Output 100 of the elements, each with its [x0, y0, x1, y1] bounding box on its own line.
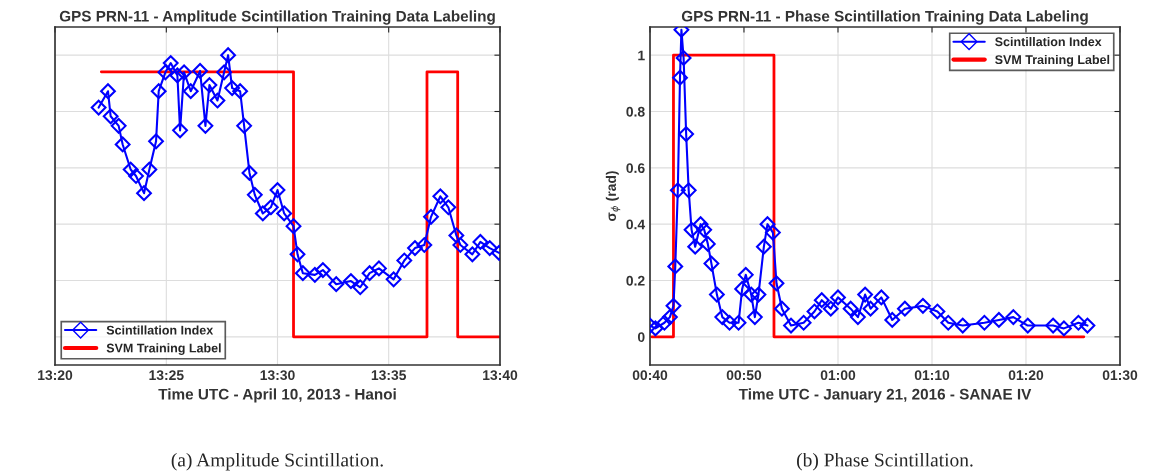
y-tick-label: 0.4	[626, 219, 646, 230]
point	[192, 63, 208, 79]
point	[806, 303, 823, 320]
point	[128, 168, 144, 184]
point	[884, 312, 901, 328]
point	[669, 182, 686, 199]
point	[1019, 317, 1036, 334]
point	[750, 286, 767, 303]
text: (b) Phase Scintillation.	[797, 452, 973, 471]
point	[1070, 314, 1087, 331]
point	[110, 117, 127, 134]
x-tick-label: 13:35	[371, 370, 407, 381]
point	[783, 317, 799, 334]
point	[90, 99, 107, 116]
x-tick-label: 13:20	[38, 370, 73, 381]
point	[343, 273, 359, 289]
point	[813, 292, 830, 309]
point	[842, 300, 859, 317]
point	[721, 314, 738, 331]
point	[276, 205, 293, 222]
point	[172, 122, 188, 139]
chart-title: GPS PRN-11 - Phase Scintillation Training Data Labeling	[681, 10, 1088, 25]
point	[873, 289, 890, 306]
legend-label: Scintillation Index	[995, 37, 1102, 47]
y-tick-label: 0.8	[626, 106, 645, 117]
point	[830, 289, 846, 306]
point	[683, 221, 700, 238]
point	[254, 205, 271, 222]
point	[768, 275, 785, 292]
point	[289, 246, 306, 263]
point	[954, 317, 971, 334]
point	[708, 286, 725, 303]
point	[672, 69, 688, 86]
point	[432, 188, 449, 205]
point	[667, 258, 684, 275]
text: (a) Amplitude Scintillation.	[171, 452, 383, 471]
point	[678, 126, 695, 142]
y-axis-title: σ$_{ϕ}$ (rad)	[605, 171, 621, 222]
point	[692, 216, 709, 233]
point	[407, 240, 423, 257]
point	[371, 260, 387, 277]
point	[675, 50, 692, 66]
point	[262, 199, 279, 216]
point	[464, 246, 481, 263]
point	[141, 161, 158, 178]
point	[759, 216, 776, 233]
point	[328, 276, 345, 293]
x-tick-label: 00:40	[632, 370, 668, 381]
point	[696, 221, 713, 238]
point	[737, 266, 754, 283]
point	[662, 309, 678, 326]
point	[849, 309, 866, 326]
point	[148, 133, 164, 150]
point	[162, 55, 179, 71]
point	[746, 309, 763, 326]
point	[1045, 317, 1062, 334]
point	[862, 300, 879, 317]
point	[100, 83, 116, 100]
point	[209, 92, 226, 109]
point	[472, 234, 489, 250]
point	[1079, 317, 1096, 334]
y-tick-label: 1	[638, 50, 645, 61]
point	[896, 300, 913, 317]
point	[481, 240, 498, 257]
point	[416, 237, 433, 253]
legend-label: SVM Training Label	[995, 54, 1110, 67]
y-tick-label: 0.2	[626, 275, 645, 286]
point	[680, 182, 697, 199]
point	[743, 286, 760, 303]
chart-title: GPS PRN-11 - Amplitude Scintillation Training Data Labeling	[59, 10, 495, 25]
point	[822, 300, 839, 317]
point	[452, 237, 469, 253]
point	[294, 265, 311, 282]
point	[915, 297, 931, 314]
x-tick-label: 13:40	[483, 370, 518, 381]
point	[232, 83, 249, 100]
point	[122, 161, 139, 178]
point	[176, 64, 192, 81]
x-axis-title: Time UTC - April 10, 2013 - Hanoi	[158, 388, 396, 403]
point	[102, 108, 119, 125]
point	[687, 238, 704, 255]
point	[157, 64, 174, 81]
point	[929, 303, 946, 320]
point	[699, 235, 716, 252]
point	[182, 83, 199, 100]
point	[241, 164, 258, 181]
point	[730, 314, 747, 331]
point	[656, 314, 673, 331]
x-tick-label: 01:20	[1008, 370, 1044, 381]
point	[764, 224, 781, 241]
point	[285, 218, 302, 235]
point	[976, 314, 993, 331]
point	[314, 262, 331, 278]
legend-label: SVM Training Label	[106, 343, 221, 355]
x-tick-label: 01:10	[914, 370, 950, 381]
point	[990, 312, 1007, 328]
point	[220, 47, 237, 64]
point	[352, 279, 369, 296]
x-tick-label: 00:50	[726, 370, 762, 381]
x-tick-label: 13:30	[260, 370, 295, 381]
